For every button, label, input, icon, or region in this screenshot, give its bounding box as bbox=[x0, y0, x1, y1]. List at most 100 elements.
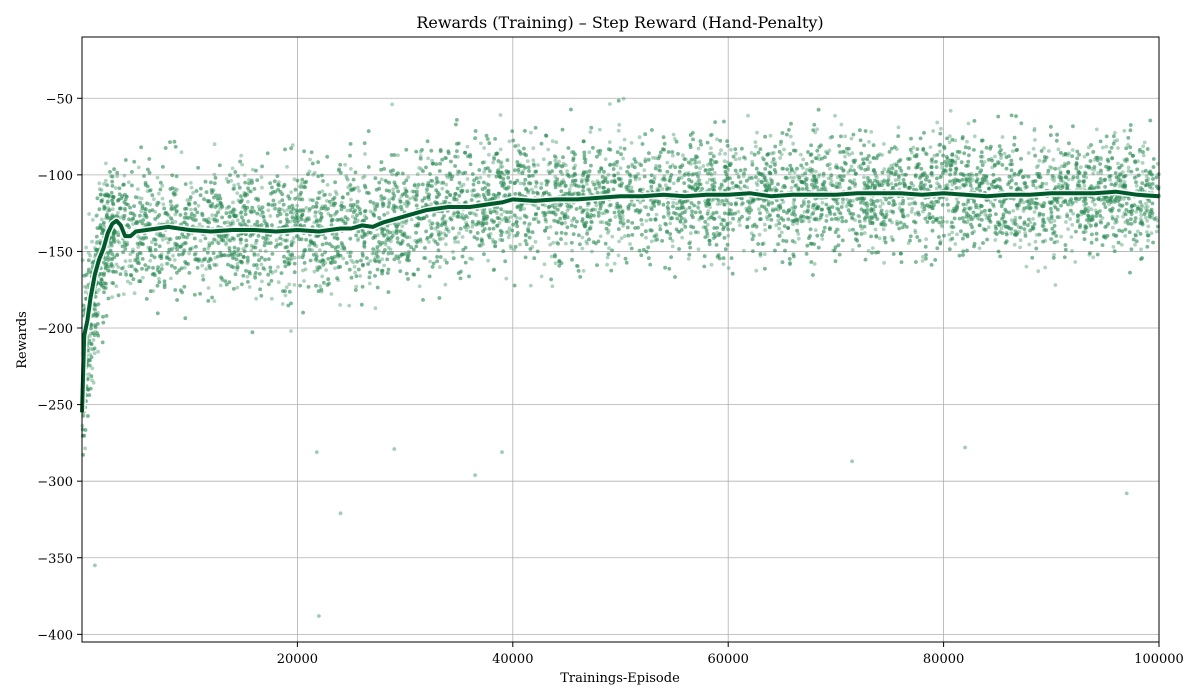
scatter-point bbox=[1064, 220, 1068, 224]
scatter-point bbox=[200, 213, 205, 218]
scatter-point bbox=[327, 199, 332, 204]
scatter-point bbox=[287, 282, 292, 287]
scatter-point bbox=[400, 224, 405, 229]
scatter-point bbox=[845, 151, 849, 155]
scatter-point bbox=[484, 216, 489, 221]
scatter-point bbox=[915, 235, 920, 239]
scatter-point bbox=[593, 207, 598, 212]
scatter-point bbox=[87, 212, 91, 216]
scatter-point bbox=[857, 243, 862, 248]
scatter-point bbox=[1037, 172, 1042, 176]
scatter-point bbox=[648, 217, 653, 222]
scatter-point bbox=[427, 192, 432, 197]
scatter-point bbox=[871, 168, 876, 173]
scatter-point bbox=[586, 174, 590, 179]
scatter-point bbox=[345, 191, 350, 196]
scatter-point bbox=[282, 209, 287, 214]
scatter-point bbox=[285, 165, 289, 169]
scatter-point bbox=[565, 169, 569, 174]
scatter-point bbox=[605, 262, 609, 267]
scatter-point bbox=[1116, 199, 1120, 204]
scatter-point bbox=[866, 154, 871, 158]
scatter-point bbox=[463, 200, 468, 205]
scatter-point bbox=[1116, 175, 1121, 179]
scatter-point bbox=[250, 167, 255, 172]
scatter-point bbox=[110, 179, 115, 184]
scatter-point bbox=[730, 181, 735, 185]
scatter-point bbox=[1068, 217, 1072, 221]
scatter-point bbox=[103, 206, 107, 210]
scatter-point bbox=[256, 253, 260, 257]
scatter-point bbox=[104, 161, 108, 166]
scatter-point bbox=[725, 222, 730, 227]
scatter-point bbox=[373, 176, 378, 181]
scatter-point bbox=[175, 298, 180, 302]
scatter-point bbox=[961, 182, 965, 187]
scatter-point bbox=[1094, 127, 1099, 132]
scatter-point bbox=[234, 257, 239, 262]
scatter-point bbox=[757, 232, 762, 237]
scatter-point bbox=[335, 209, 339, 214]
scatter-point bbox=[931, 220, 935, 224]
scatter-point bbox=[487, 226, 492, 231]
scatter-point bbox=[87, 393, 92, 397]
scatter-point bbox=[384, 232, 389, 237]
scatter-point bbox=[290, 253, 295, 258]
scatter-point bbox=[291, 236, 296, 241]
scatter-point bbox=[1154, 216, 1158, 220]
scatter-point bbox=[536, 163, 540, 167]
scatter-point bbox=[844, 204, 849, 209]
scatter-point bbox=[482, 170, 486, 174]
scatter-point bbox=[1034, 206, 1039, 210]
scatter-point bbox=[257, 258, 261, 263]
scatter-point bbox=[546, 147, 551, 152]
scatter-point bbox=[1149, 172, 1154, 176]
scatter-point bbox=[1056, 147, 1061, 152]
scatter-point bbox=[605, 180, 610, 185]
scatter-point bbox=[500, 183, 505, 188]
scatter-point bbox=[434, 176, 439, 181]
scatter-point bbox=[496, 171, 501, 175]
scatter-point bbox=[770, 151, 774, 156]
scatter-point bbox=[347, 303, 352, 308]
scatter-point bbox=[854, 237, 858, 242]
scatter-point bbox=[816, 204, 821, 209]
scatter-point bbox=[869, 130, 874, 134]
scatter-point bbox=[943, 168, 948, 173]
scatter-point bbox=[579, 179, 584, 184]
scatter-point bbox=[1148, 169, 1153, 174]
scatter-point bbox=[742, 155, 746, 160]
scatter-point bbox=[781, 209, 786, 214]
scatter-point bbox=[917, 212, 921, 217]
scatter-point bbox=[1123, 234, 1128, 238]
scatter-point bbox=[439, 223, 444, 228]
scatter-point bbox=[317, 190, 322, 195]
scatter-point bbox=[954, 167, 959, 172]
scatter-point bbox=[815, 206, 820, 211]
scatter-point bbox=[722, 178, 726, 183]
scatter-point bbox=[827, 206, 832, 211]
scatter-point bbox=[902, 181, 907, 186]
scatter-point bbox=[944, 186, 949, 190]
scatter-point bbox=[546, 179, 551, 184]
scatter-point bbox=[996, 114, 1001, 119]
scatter-point bbox=[188, 246, 193, 251]
scatter-point bbox=[804, 162, 809, 166]
scatter-point bbox=[886, 174, 891, 179]
scatter-point bbox=[404, 178, 409, 183]
scatter-point bbox=[770, 181, 774, 186]
scatter-point bbox=[197, 222, 202, 227]
scatter-point bbox=[1098, 162, 1102, 166]
scatter-point bbox=[1002, 220, 1007, 224]
scatter-point bbox=[610, 234, 615, 239]
scatter-point bbox=[217, 235, 222, 239]
scatter-point bbox=[93, 294, 98, 299]
scatter-point bbox=[460, 189, 465, 193]
scatter-point bbox=[984, 178, 989, 183]
scatter-point bbox=[678, 213, 683, 218]
scatter-point bbox=[310, 248, 315, 253]
scatter-point bbox=[97, 181, 102, 186]
scatter-point bbox=[851, 132, 856, 137]
scatter-point bbox=[504, 276, 509, 281]
scatter-point bbox=[256, 198, 261, 203]
